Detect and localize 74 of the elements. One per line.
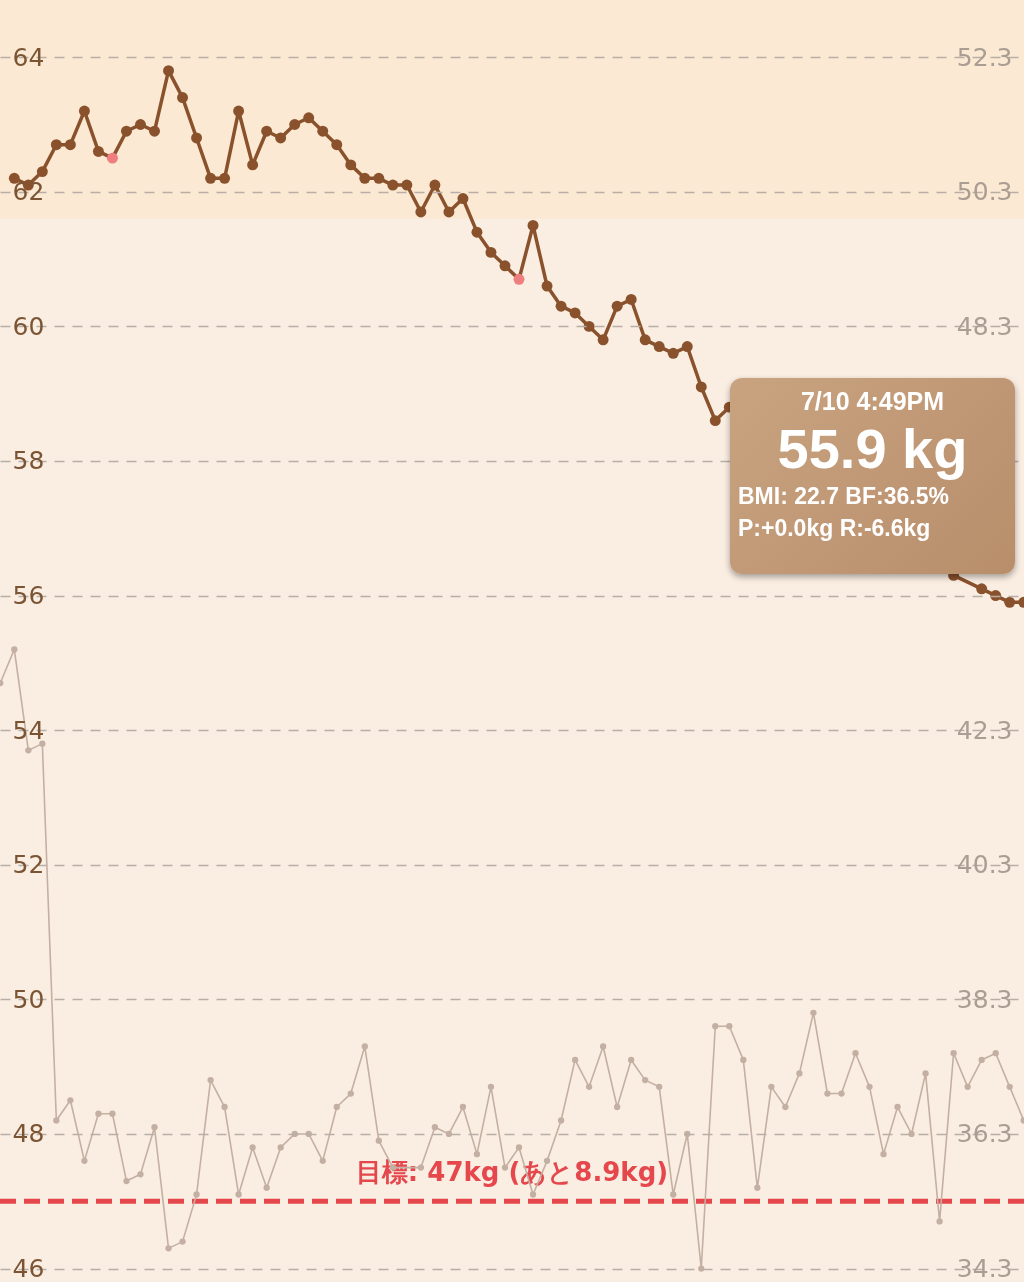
- point: [78, 105, 90, 117]
- y-tick-label: 54: [12, 715, 45, 745]
- point: [92, 145, 104, 157]
- point: [219, 172, 231, 184]
- y-tick-label: 56: [12, 581, 45, 611]
- point: [50, 139, 62, 151]
- point: [625, 294, 637, 305]
- y-tick-label: 60: [12, 311, 45, 341]
- y-tick-label: 52: [12, 850, 45, 880]
- point: [261, 125, 273, 137]
- point: [331, 139, 343, 151]
- point: [191, 132, 203, 144]
- point: [471, 226, 483, 238]
- point: [653, 341, 665, 353]
- annotation: P:+0.0kg R:-6.6kg: [738, 514, 932, 543]
- y-tick-label: 48: [12, 1119, 45, 1149]
- y-tick-label: 46: [12, 1254, 45, 1282]
- point: [976, 583, 988, 595]
- point: [583, 320, 595, 332]
- point: [611, 300, 623, 312]
- point: [177, 92, 189, 104]
- point: [387, 179, 399, 191]
- point: [709, 415, 721, 427]
- point: [513, 273, 525, 285]
- y2-tick-label: 40.3: [956, 850, 1013, 880]
- point: [359, 172, 371, 184]
- y2-tick-label: 38.3: [956, 984, 1013, 1014]
- point: [1004, 596, 1016, 608]
- point: [149, 125, 160, 137]
- point: [499, 260, 511, 272]
- point: [569, 307, 581, 319]
- annotation: BMI: 22.7 BF:36.5%: [738, 482, 950, 511]
- point: [289, 119, 301, 130]
- point: [527, 219, 539, 231]
- annotation: 7/10 4:49PM: [799, 386, 946, 417]
- point: [205, 172, 217, 184]
- annotation: 55.9 kg: [776, 417, 969, 480]
- point: [597, 334, 609, 346]
- point: [695, 381, 707, 393]
- point: [401, 179, 413, 191]
- point: [541, 280, 553, 292]
- point: [64, 139, 76, 151]
- point: [345, 159, 357, 171]
- y-tick-label: 64: [12, 42, 45, 72]
- point: [106, 152, 118, 164]
- y2-tick-label: 42.3: [956, 715, 1013, 745]
- y2-tick-label: 48.3: [956, 311, 1013, 341]
- point: [415, 206, 427, 218]
- point: [443, 206, 455, 218]
- y2-tick-label: 50.3: [956, 177, 1013, 207]
- point: [303, 112, 315, 124]
- point: [36, 166, 48, 178]
- point: [247, 159, 259, 171]
- y-tick-label: 58: [12, 446, 45, 476]
- y2-tick-label: 52.3: [956, 42, 1013, 72]
- y2-tick-label: 34.3: [956, 1254, 1013, 1282]
- y-tick-label: 50: [12, 984, 45, 1014]
- point: [8, 172, 20, 184]
- point: [485, 246, 497, 258]
- point: [667, 347, 679, 359]
- point: [275, 132, 287, 144]
- point: [639, 334, 651, 346]
- point: [681, 341, 693, 353]
- point: [555, 300, 567, 312]
- point: [120, 125, 132, 137]
- point: [457, 193, 469, 204]
- point: [373, 172, 385, 184]
- point: [163, 65, 174, 77]
- point: [135, 119, 146, 130]
- point: [429, 179, 441, 191]
- point: [233, 105, 245, 117]
- point: [317, 125, 329, 137]
- y-tick-label: 62: [12, 177, 45, 207]
- y2-tick-label: 36.3: [956, 1119, 1013, 1149]
